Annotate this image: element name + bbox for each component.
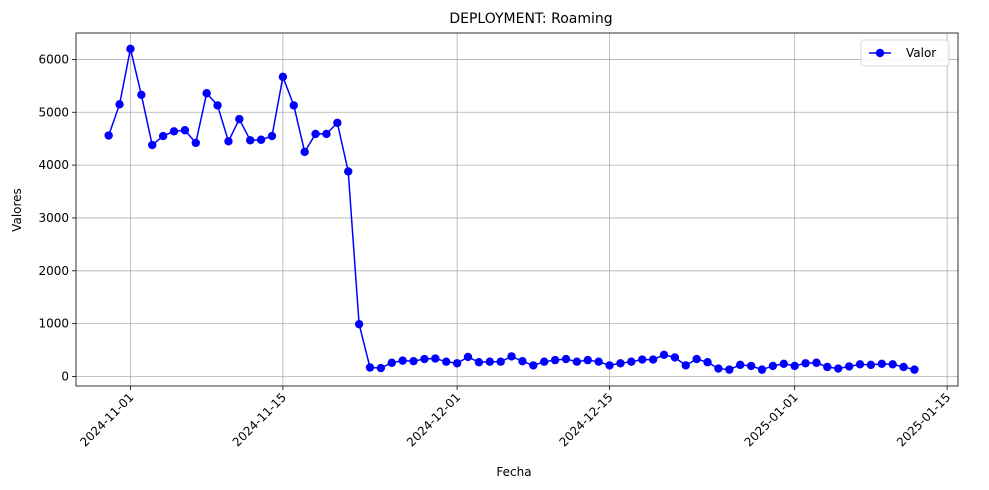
data-point bbox=[529, 361, 538, 370]
data-point bbox=[583, 355, 592, 365]
data-point bbox=[703, 358, 712, 367]
data-point bbox=[398, 356, 407, 365]
data-point bbox=[714, 364, 723, 373]
data-point bbox=[485, 357, 494, 366]
y-tick-label: 0 bbox=[61, 369, 69, 383]
data-point bbox=[648, 355, 658, 364]
data-point bbox=[823, 362, 832, 372]
data-point bbox=[627, 357, 636, 366]
data-point bbox=[594, 357, 603, 366]
data-point bbox=[420, 354, 429, 364]
data-point bbox=[322, 129, 331, 139]
data-point bbox=[572, 357, 582, 366]
data-point bbox=[812, 358, 821, 367]
y-tick-label: 4000 bbox=[38, 158, 69, 172]
data-point bbox=[115, 100, 124, 109]
data-point bbox=[736, 360, 745, 370]
data-point bbox=[779, 359, 788, 369]
data-point bbox=[790, 361, 799, 371]
data-point bbox=[431, 354, 440, 363]
legend-box bbox=[860, 39, 950, 67]
data-point bbox=[801, 359, 810, 368]
data-point bbox=[235, 114, 244, 124]
data-point bbox=[474, 358, 484, 367]
legend: Valor bbox=[860, 39, 950, 67]
data-point bbox=[267, 131, 277, 141]
data-point bbox=[605, 361, 614, 370]
data-point bbox=[158, 131, 168, 141]
chart-title: DEPLOYMENT: Roaming bbox=[449, 11, 612, 27]
data-point bbox=[540, 357, 549, 366]
data-point bbox=[888, 360, 897, 369]
data-point bbox=[180, 126, 190, 135]
data-point bbox=[213, 101, 222, 110]
series-layer bbox=[104, 44, 919, 374]
data-point bbox=[311, 129, 320, 139]
data-point bbox=[376, 363, 386, 373]
data-point bbox=[365, 363, 375, 372]
legend-marker bbox=[875, 48, 885, 58]
data-point bbox=[126, 44, 135, 54]
data-point bbox=[616, 359, 625, 368]
data-point bbox=[518, 356, 527, 366]
data-point bbox=[746, 361, 756, 371]
data-point bbox=[670, 353, 680, 362]
data-point bbox=[910, 365, 919, 374]
data-point bbox=[148, 140, 157, 150]
data-point bbox=[452, 359, 462, 368]
data-point bbox=[289, 101, 298, 110]
y-tick-label: 5000 bbox=[38, 105, 69, 119]
data-point bbox=[333, 118, 342, 128]
data-point bbox=[550, 355, 560, 365]
data-point bbox=[844, 362, 854, 371]
plot-frame bbox=[75, 32, 959, 387]
grid-lines bbox=[76, 33, 958, 386]
data-point bbox=[877, 359, 886, 369]
data-point bbox=[344, 167, 353, 176]
data-point bbox=[834, 364, 843, 373]
y-tick-label: 6000 bbox=[38, 52, 69, 66]
data-point bbox=[855, 360, 865, 369]
data-point bbox=[757, 365, 767, 374]
data-point bbox=[463, 352, 473, 362]
data-point bbox=[768, 361, 778, 371]
data-point bbox=[659, 350, 669, 360]
data-point bbox=[246, 136, 255, 145]
data-point bbox=[725, 365, 734, 374]
data-point bbox=[638, 355, 647, 364]
data-point bbox=[692, 354, 701, 364]
data-point bbox=[496, 357, 505, 366]
data-point bbox=[169, 127, 179, 136]
data-point bbox=[899, 362, 908, 372]
data-point bbox=[681, 361, 690, 370]
data-point bbox=[104, 131, 113, 140]
data-point bbox=[442, 357, 451, 366]
data-point bbox=[191, 138, 200, 148]
y-tick-label: 3000 bbox=[38, 211, 69, 225]
data-point bbox=[256, 135, 266, 144]
data-point bbox=[507, 352, 516, 361]
data-point bbox=[300, 147, 309, 157]
x-axis-label: Fecha bbox=[496, 465, 531, 479]
data-point bbox=[278, 72, 288, 82]
data-point bbox=[409, 356, 418, 366]
data-point bbox=[354, 319, 364, 329]
data-point bbox=[202, 89, 211, 98]
y-axis-label: Valores bbox=[10, 188, 24, 232]
data-point bbox=[866, 360, 876, 370]
data-point bbox=[387, 358, 396, 367]
data-point bbox=[561, 354, 571, 364]
y-tick-label: 2000 bbox=[38, 264, 69, 278]
data-point bbox=[137, 90, 146, 100]
data-point bbox=[224, 137, 233, 146]
legend-label: Valor bbox=[906, 46, 936, 60]
y-tick-label: 1000 bbox=[38, 317, 69, 331]
